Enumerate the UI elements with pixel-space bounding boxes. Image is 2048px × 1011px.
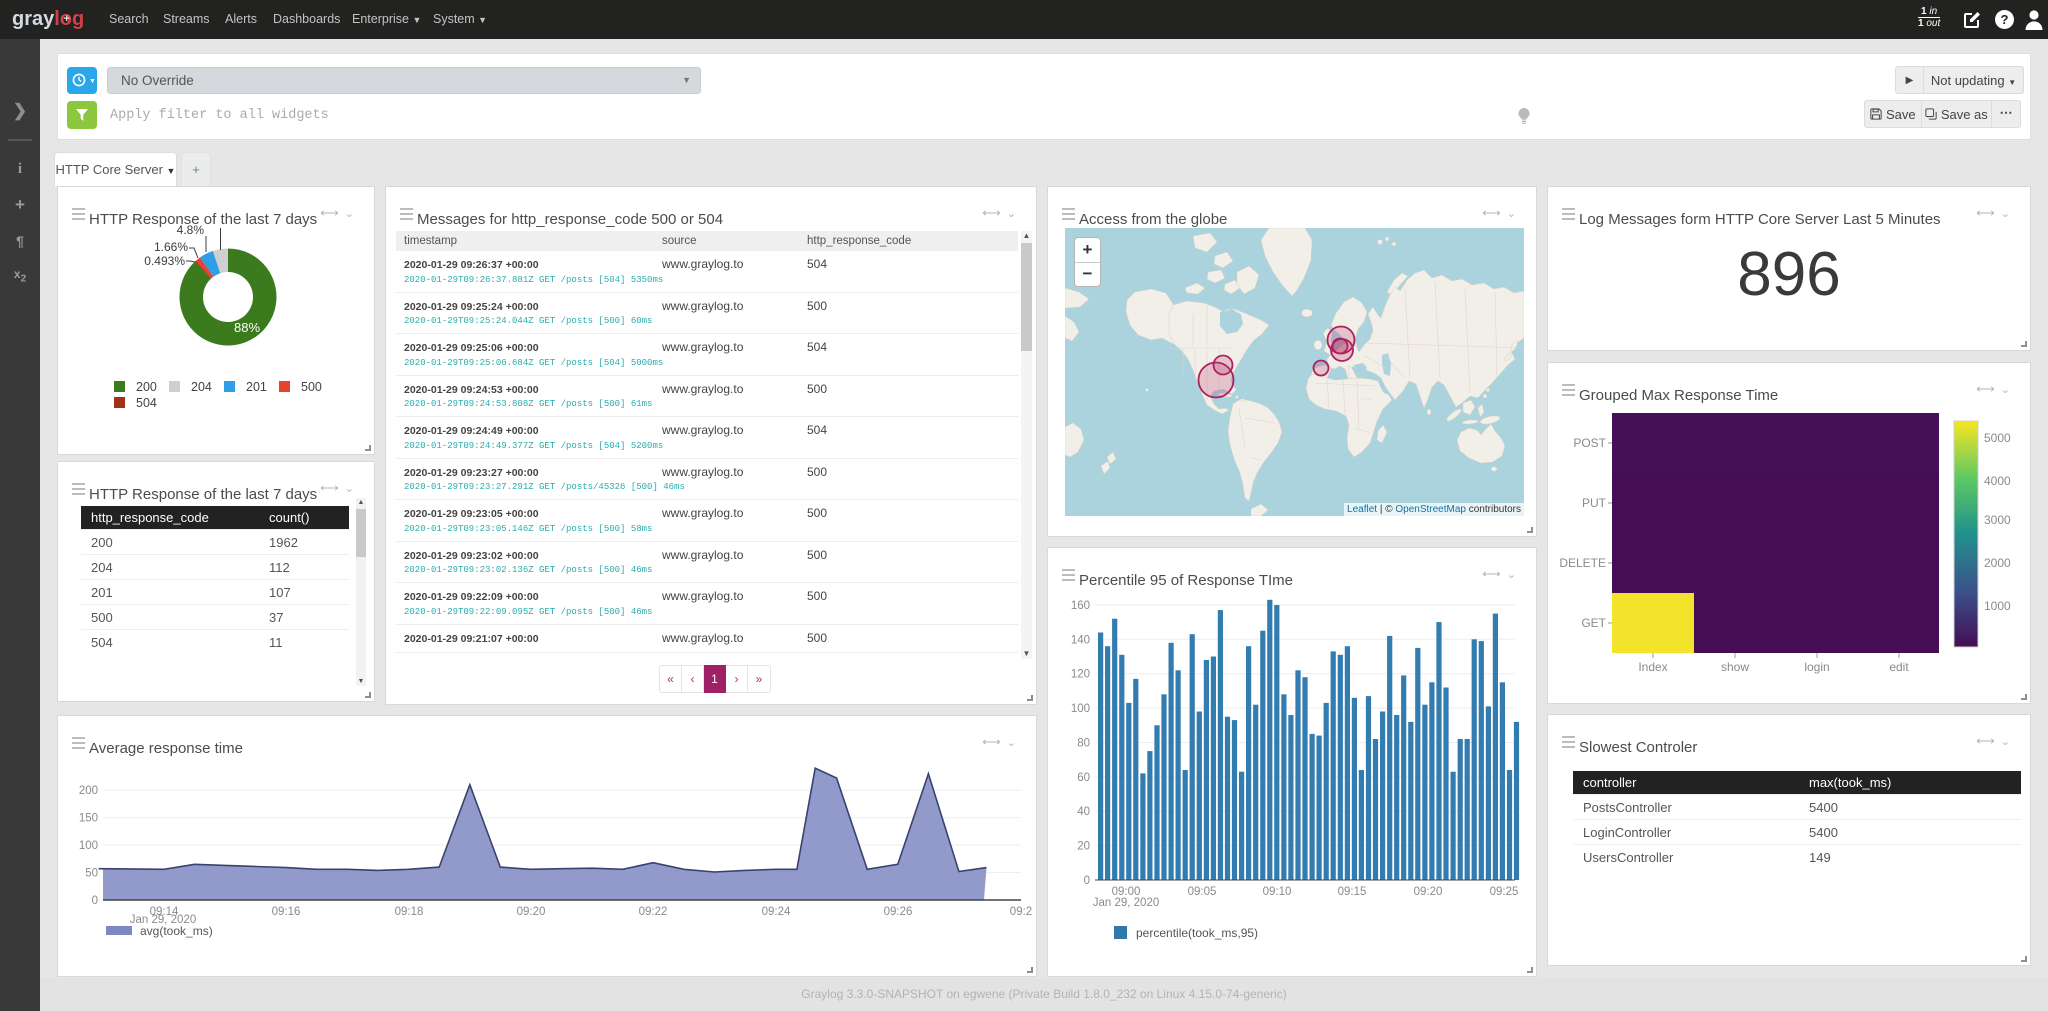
svg-text:09:22: 09:22	[639, 906, 668, 918]
svg-text:88%: 88%	[234, 320, 260, 335]
svg-text:40: 40	[1077, 806, 1090, 818]
svg-text:09:20: 09:20	[1414, 886, 1443, 898]
svg-text:1.66%: 1.66%	[154, 240, 188, 254]
svg-text:09:16: 09:16	[272, 906, 301, 918]
svg-text:200: 200	[79, 785, 98, 797]
svg-text:20: 20	[1077, 841, 1090, 853]
svg-text:09:00: 09:00	[1112, 886, 1141, 898]
svg-text:DELETE: DELETE	[1559, 556, 1606, 570]
svg-text:0.493%: 0.493%	[144, 254, 185, 268]
svg-text:120: 120	[1071, 669, 1090, 681]
svg-text:09:2: 09:2	[1010, 906, 1032, 918]
svg-text:Index: Index	[1638, 660, 1667, 674]
svg-text:Jan 29, 2020: Jan 29, 2020	[1093, 897, 1160, 909]
svg-text:100: 100	[1071, 703, 1090, 715]
svg-text:1000: 1000	[1984, 599, 2011, 613]
svg-text:PUT: PUT	[1582, 496, 1607, 510]
svg-text:09:05: 09:05	[1188, 886, 1217, 898]
svg-text:Jan 29, 2020: Jan 29, 2020	[130, 914, 197, 926]
svg-text:4.8%: 4.8%	[177, 223, 205, 237]
svg-text:3000: 3000	[1984, 513, 2011, 527]
svg-text:5000: 5000	[1984, 431, 2011, 445]
svg-text:100: 100	[79, 840, 98, 852]
svg-text:200: 200	[136, 380, 157, 394]
svg-text:50: 50	[85, 868, 98, 880]
svg-text:201: 201	[246, 380, 267, 394]
svg-text:09:26: 09:26	[884, 906, 913, 918]
svg-text:160: 160	[1071, 600, 1090, 612]
svg-text:504: 504	[136, 396, 157, 410]
svg-text:09:25: 09:25	[1490, 886, 1519, 898]
svg-text:60: 60	[1077, 772, 1090, 784]
svg-text:2000: 2000	[1984, 556, 2011, 570]
svg-text:150: 150	[79, 813, 98, 825]
svg-text:140: 140	[1071, 634, 1090, 646]
svg-text:204: 204	[191, 380, 212, 394]
svg-text:0: 0	[1084, 875, 1090, 887]
svg-text:80: 80	[1077, 738, 1090, 750]
svg-text:?: ?	[2001, 12, 2009, 27]
svg-text:login: login	[1804, 660, 1829, 674]
svg-text:GET: GET	[1581, 616, 1606, 630]
svg-text:avg(took_ms): avg(took_ms)	[140, 924, 213, 938]
svg-text:0: 0	[92, 895, 98, 907]
svg-text:09:15: 09:15	[1338, 886, 1367, 898]
svg-text:4000: 4000	[1984, 474, 2011, 488]
svg-text:500: 500	[301, 380, 322, 394]
svg-text:show: show	[1721, 660, 1749, 674]
svg-text:POST: POST	[1573, 436, 1606, 450]
svg-text:09:10: 09:10	[1263, 886, 1292, 898]
svg-text:edit: edit	[1889, 660, 1909, 674]
svg-text:percentile(took_ms,95): percentile(took_ms,95)	[1136, 926, 1258, 940]
svg-text:09:18: 09:18	[395, 906, 424, 918]
svg-text:09:20: 09:20	[517, 906, 546, 918]
svg-text:09:24: 09:24	[762, 906, 791, 918]
svg-text:09:14: 09:14	[150, 906, 179, 918]
